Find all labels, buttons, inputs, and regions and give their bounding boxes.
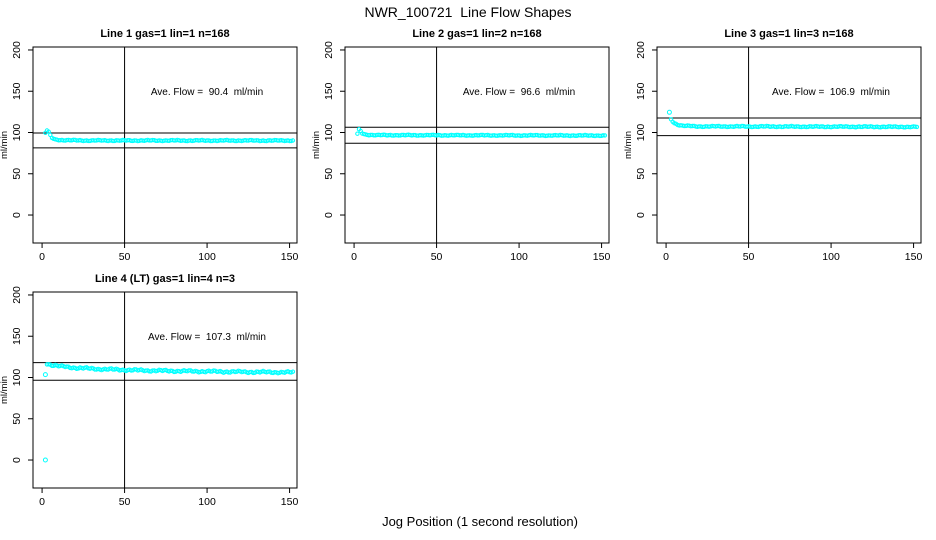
- x-axis-ticks: 0 50 100 150: [351, 243, 610, 263]
- subplot-line1-y-axis-label: ml/min: [0, 131, 10, 159]
- x-tick-label: 0: [39, 496, 45, 508]
- y-tick-label: 200: [323, 41, 335, 59]
- data-point: [601, 133, 606, 138]
- y-axis-ticks: 0 50 100 150 200: [635, 41, 657, 218]
- x-axis-label: Jog Position (1 second resolution): [382, 514, 578, 529]
- data-point: [914, 124, 920, 130]
- data-points: [43, 128, 296, 144]
- x-tick-label: 150: [593, 251, 611, 263]
- x-tick-label: 100: [198, 496, 216, 508]
- y-tick-label: 150: [11, 82, 23, 100]
- subplot-line2-plot-area: 0 50 100 150 0 50 100 150 200: [323, 41, 610, 263]
- x-tick-label: 50: [119, 251, 131, 263]
- axes: [32, 291, 298, 489]
- subplot-line2: 0 50 100 150 0 50 100 150 200 Line 2 gas=1 lin=2…: [311, 28, 610, 263]
- y-axis-ticks: 0 50 100 150 200: [11, 286, 33, 463]
- plot-box: [656, 46, 922, 244]
- subplot-line1-ave-flow-annotation: Ave. Flow = 90.4 ml/min: [151, 87, 263, 98]
- x-tick-label: 150: [281, 496, 299, 508]
- y-tick-label: 100: [11, 369, 23, 387]
- y-tick-label: 0: [635, 212, 647, 218]
- outlier-data-point: [42, 457, 48, 463]
- y-axis-ticks: 0 50 100 150 200: [11, 41, 33, 218]
- subplot-line3-ave-flow-annotation: Ave. Flow = 106.9 ml/min: [772, 87, 890, 98]
- y-tick-label: 150: [635, 82, 647, 100]
- data-point: [913, 124, 918, 129]
- x-tick-label: 150: [281, 251, 299, 263]
- page-title: NWR_100721 Line Flow Shapes: [364, 4, 571, 20]
- subplot-line1-title: Line 1 gas=1 lin=1 n=168: [100, 28, 229, 40]
- y-tick-label: 50: [323, 168, 335, 180]
- subplot-line3-plot-area: 0 50 100 150 0 50 100 150 200: [635, 41, 922, 263]
- data-points: [666, 109, 920, 130]
- x-tick-label: 50: [431, 251, 443, 263]
- subplot-line4-y-axis-label: ml/min: [0, 376, 10, 404]
- data-point: [602, 133, 608, 138]
- x-tick-label: 0: [351, 251, 357, 263]
- data-point: [290, 369, 296, 374]
- y-tick-label: 200: [11, 41, 23, 59]
- x-tick-label: 50: [743, 251, 755, 263]
- data-points: [42, 362, 296, 463]
- subplot-line3: 0 50 100 150 0 50 100 150 200 Line 3 gas=1 lin=3…: [623, 28, 922, 263]
- subplot-line1: 0 50 100 150 0 50 100 150 200 Line 1 gas=1 lin=1…: [0, 28, 298, 263]
- subplot-line2-y-axis-label: ml/min: [311, 131, 322, 159]
- subplot-line2-title: Line 2 gas=1 lin=2 n=168: [412, 28, 541, 40]
- subplot-line4-title: Line 4 (LT) gas=1 lin=4 n=3: [95, 273, 235, 285]
- plot-box: [32, 46, 298, 244]
- subplot-line1-plot-area: 0 50 100 150 0 50 100 150 200: [11, 41, 298, 263]
- x-axis-ticks: 0 50 100 150: [39, 243, 298, 263]
- plot-box: [344, 46, 610, 244]
- outlier-data-point: [666, 109, 672, 115]
- y-tick-label: 50: [11, 413, 23, 425]
- x-tick-label: 150: [905, 251, 923, 263]
- x-tick-label: 100: [822, 251, 840, 263]
- y-tick-label: 50: [635, 168, 647, 180]
- x-tick-label: 0: [663, 251, 669, 263]
- y-tick-label: 200: [11, 286, 23, 304]
- subplot-line2-ave-flow-annotation: Ave. Flow = 96.6 ml/min: [463, 87, 575, 98]
- axes: [656, 46, 922, 244]
- y-tick-label: 100: [11, 124, 23, 142]
- axes: [344, 46, 610, 244]
- plot-box: [32, 291, 298, 489]
- x-tick-label: 0: [39, 251, 45, 263]
- y-axis-ticks: 0 50 100 150 200: [323, 41, 345, 218]
- data-point: [355, 131, 360, 136]
- y-tick-label: 100: [635, 124, 647, 142]
- x-axis-ticks: 0 50 100 150: [39, 488, 298, 508]
- subplot-line4-plot-area: 0 50 100 150 0 50 100 150 200: [11, 286, 298, 508]
- subplot-line4: 0 50 100 150 0 50 100 150 200 Line 4 (LT) gas=1 …: [0, 273, 298, 508]
- y-tick-label: 150: [11, 327, 23, 345]
- y-tick-label: 0: [323, 212, 335, 218]
- x-tick-label: 100: [198, 251, 216, 263]
- y-tick-label: 0: [11, 457, 23, 463]
- y-tick-label: 50: [11, 168, 23, 180]
- y-tick-label: 0: [11, 212, 23, 218]
- subplot-line3-title: Line 3 gas=1 lin=3 n=168: [724, 28, 853, 40]
- x-tick-label: 100: [510, 251, 528, 263]
- y-tick-label: 200: [635, 41, 647, 59]
- data-points: [355, 127, 608, 139]
- axes: [32, 46, 298, 244]
- y-tick-label: 100: [323, 124, 335, 142]
- outlier-data-point: [42, 372, 48, 378]
- subplot-line3-y-axis-label: ml/min: [623, 131, 634, 159]
- y-tick-label: 150: [323, 82, 335, 100]
- subplot-line4-ave-flow-annotation: Ave. Flow = 107.3 ml/min: [148, 332, 266, 343]
- data-point: [290, 138, 296, 143]
- x-tick-label: 50: [119, 496, 131, 508]
- x-axis-ticks: 0 50 100 150: [663, 243, 922, 263]
